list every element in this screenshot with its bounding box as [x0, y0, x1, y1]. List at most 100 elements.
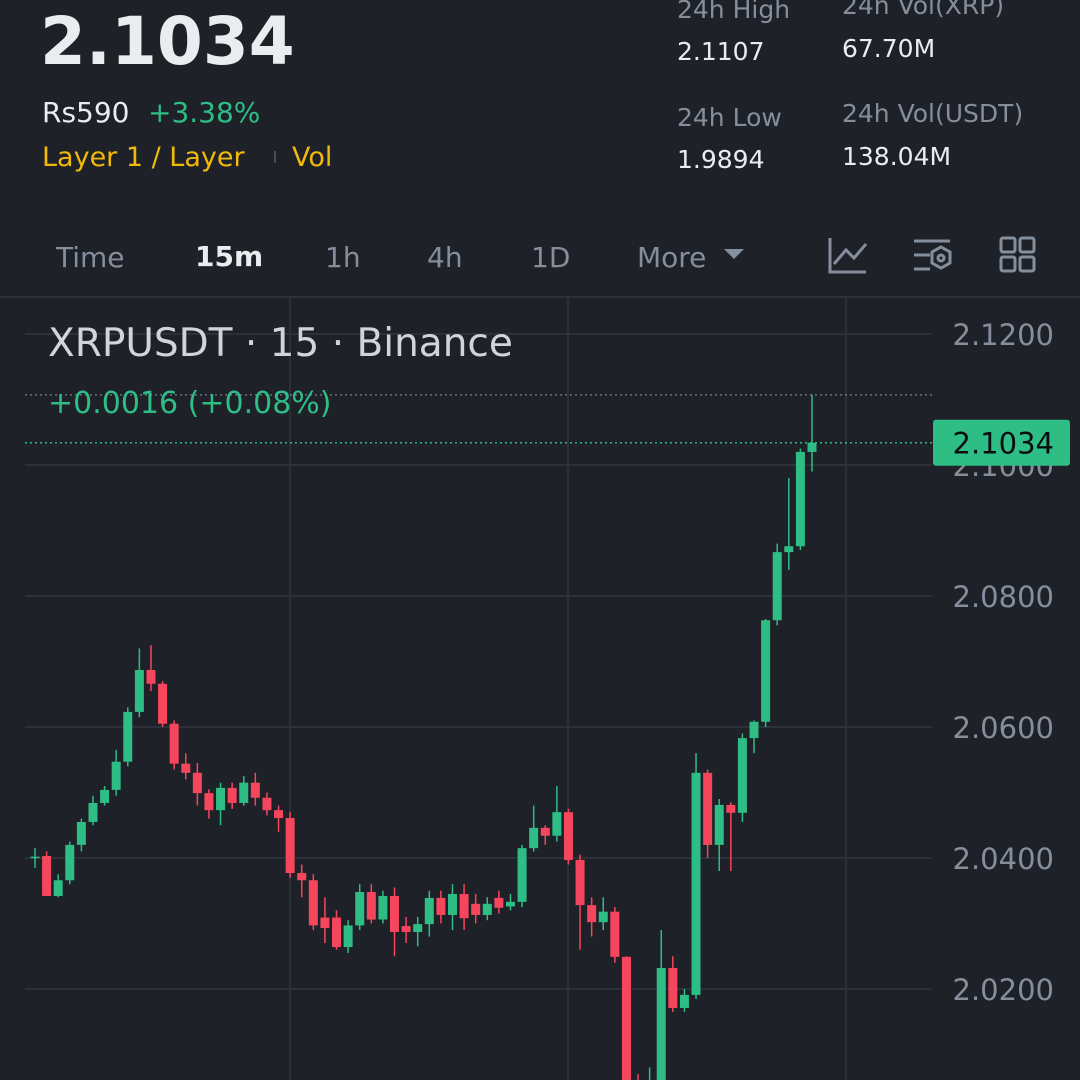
candle-body: [610, 911, 620, 957]
stat-label: 24h High: [677, 0, 790, 24]
candle-body: [366, 892, 376, 920]
candle-body: [459, 893, 469, 919]
candle-body: [204, 793, 214, 811]
candle-body: [297, 873, 307, 881]
candle-body: [123, 711, 133, 762]
stat-value: 138.04M: [842, 142, 951, 171]
candle-body: [100, 789, 110, 803]
candle-body: [390, 895, 400, 932]
candle-body: [552, 812, 562, 836]
tab[interactable]: More: [637, 241, 706, 274]
fiat-price: Rs590: [42, 96, 130, 129]
stat-value: 1.9894: [677, 145, 764, 174]
candle-body: [332, 917, 342, 948]
candle-body: [378, 895, 388, 920]
candle-body: [656, 968, 666, 1080]
tab[interactable]: 1D: [531, 241, 570, 274]
chart-title: XRPUSDT · 15 · Binance: [48, 321, 513, 366]
candle-body: [679, 994, 689, 1008]
candle-body: [494, 897, 504, 908]
candle-body: [726, 804, 736, 813]
stat-label: 24h Vol(USDT): [842, 99, 1023, 128]
candle-body: [482, 903, 492, 915]
candle-body: [42, 856, 52, 896]
candle-body: [749, 721, 759, 739]
candle-body: [53, 880, 63, 896]
candle-body: [413, 924, 423, 932]
candle-body: [563, 812, 573, 860]
candle-body: [517, 848, 527, 902]
candle-body: [772, 552, 782, 621]
candle-body: [447, 893, 457, 915]
time-grid: [289, 298, 847, 1080]
last-price-label: 2.1034: [953, 427, 1054, 461]
tag[interactable]: Layer 1 / Layer: [42, 142, 245, 173]
candle-body: [343, 925, 353, 948]
candle-body: [111, 761, 121, 790]
settings-icon[interactable]: [914, 239, 952, 271]
candle-body: [134, 670, 144, 712]
tab-active[interactable]: 15m: [195, 240, 263, 273]
dropdown-arrow[interactable]: [724, 249, 744, 259]
separator: [274, 151, 276, 163]
candle-body: [575, 859, 585, 906]
candle-body: [471, 903, 481, 915]
candle-body: [737, 738, 747, 813]
candle-body: [505, 901, 515, 907]
candle-body: [158, 683, 168, 724]
candle-body: [703, 772, 713, 845]
stat-value: 2.1107: [677, 37, 764, 66]
tab[interactable]: 4h: [427, 241, 463, 274]
candle-body: [668, 968, 678, 1008]
candle-body: [761, 620, 771, 722]
y-tick-label: 2.0600: [953, 711, 1054, 745]
candle-body: [784, 546, 794, 553]
candle-body: [795, 451, 805, 547]
candle-body: [250, 782, 260, 798]
candle-body: [88, 802, 98, 822]
candle-body: [30, 856, 40, 859]
last-price-badge: [933, 419, 1070, 466]
candle-body: [308, 880, 318, 926]
y-tick-label: 2.0200: [953, 973, 1054, 1007]
chart-subtitle: +0.0016 (+0.08%): [48, 386, 332, 421]
candle-body: [239, 782, 249, 803]
indicator-icon[interactable]: [828, 238, 868, 274]
grid: [25, 333, 932, 990]
candle-body: [691, 772, 701, 995]
candle-body: [540, 827, 550, 836]
layout-icon[interactable]: [999, 236, 1036, 273]
candle-body: [76, 821, 86, 845]
price-axis: 2.12002.10002.08002.06002.04002.02002.10…: [933, 318, 1070, 1007]
stat-label: 24h Low: [677, 103, 782, 132]
y-tick-label: 2.0800: [953, 580, 1054, 614]
candle-body: [146, 670, 156, 684]
candle-body: [598, 911, 608, 923]
tab[interactable]: Time: [55, 241, 125, 274]
y-tick-label: 2.1200: [953, 318, 1054, 352]
candle-body: [714, 804, 724, 845]
candle-body: [401, 926, 411, 932]
candle-body: [320, 917, 330, 929]
last-price: 2.1034: [40, 3, 295, 80]
candle-body: [587, 905, 597, 923]
candle-body: [216, 787, 226, 811]
tag[interactable]: Vol: [292, 142, 332, 173]
tab[interactable]: 1h: [325, 241, 361, 274]
candle-body: [192, 772, 202, 794]
candle-body: [274, 810, 284, 819]
candle-body: [65, 844, 75, 881]
candle-body: [436, 897, 446, 915]
candle-body: [355, 892, 365, 926]
candle-body: [424, 897, 434, 925]
y-tick-label: 2.0400: [953, 842, 1054, 876]
candle-body: [621, 956, 631, 1080]
candle-body: [529, 827, 539, 849]
candle-body: [181, 763, 191, 773]
candle-body: [227, 787, 237, 803]
stat-value: 67.70M: [842, 34, 935, 63]
change-percent: +3.38%: [148, 96, 260, 129]
candle-body: [285, 818, 295, 874]
